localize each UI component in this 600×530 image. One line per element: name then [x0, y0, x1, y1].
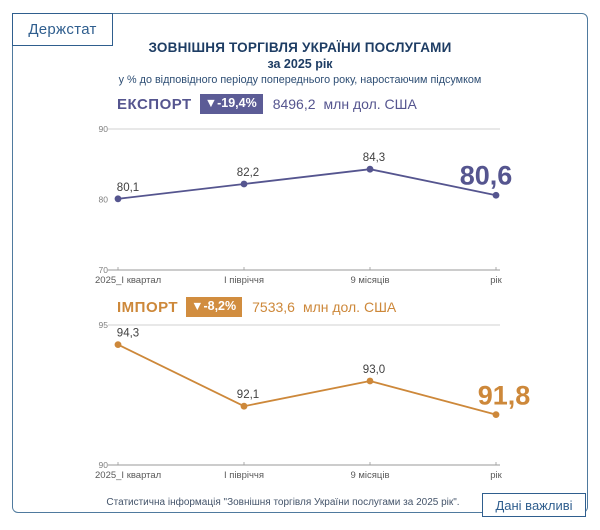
title-block: ЗОВНІШНЯ ТОРГІВЛЯ УКРАЇНИ ПОСЛУГАМИ за 2…: [0, 40, 600, 86]
svg-text:92,1: 92,1: [237, 389, 259, 401]
export-unit: млн дол. США: [323, 96, 417, 112]
import-unit: млн дол. США: [302, 299, 397, 315]
data-matters-box: Дані важливі: [482, 493, 586, 517]
logo-box: Держстат: [12, 13, 113, 46]
svg-text:94,3: 94,3: [117, 328, 139, 340]
svg-text:рік: рік: [490, 275, 502, 286]
svg-text:70: 70: [99, 265, 109, 275]
import-header-row: ІМПОРТ ▼-8,2% 7533,6 млн дол. США: [117, 296, 396, 318]
svg-text:І півріччя: І півріччя: [224, 470, 264, 481]
svg-text:80,1: 80,1: [117, 182, 139, 194]
page-title: ЗОВНІШНЯ ТОРГІВЛЯ УКРАЇНИ ПОСЛУГАМИ: [148, 40, 452, 55]
export-label: ЕКСПОРТ: [117, 95, 192, 113]
svg-text:І півріччя: І півріччя: [224, 275, 264, 286]
import-change-badge: ▼-8,2%: [186, 297, 243, 317]
data-matters-text: Дані важливі: [495, 497, 573, 513]
svg-text:82,2: 82,2: [237, 167, 259, 179]
page-subtitle: за 2025 рік: [267, 57, 333, 71]
export-header-row: ЕКСПОРТ ▼-19,4% 8496,2 млн дол. США: [117, 93, 417, 115]
outer-frame: [12, 13, 588, 513]
import-label: ІМПОРТ: [117, 298, 179, 316]
svg-text:9 місяців: 9 місяців: [350, 470, 389, 481]
source-note: Статистична інформація "Зовнішня торгівл…: [106, 497, 460, 508]
svg-text:2025_І квартал: 2025_І квартал: [95, 275, 161, 286]
svg-text:2025_І квартал: 2025_І квартал: [95, 470, 161, 481]
svg-text:80,6: 80,6: [460, 160, 513, 190]
svg-text:рік: рік: [490, 470, 502, 481]
svg-text:91,8: 91,8: [478, 381, 531, 411]
export-change-badge: ▼-19,4%: [199, 94, 263, 114]
svg-text:90: 90: [99, 124, 109, 134]
svg-text:95: 95: [99, 320, 109, 330]
svg-text:93,0: 93,0: [363, 364, 385, 376]
logo-text: Держстат: [28, 21, 97, 38]
svg-text:84,3: 84,3: [363, 152, 385, 164]
import-value: 7533,6: [252, 299, 295, 315]
svg-text:80: 80: [99, 195, 109, 205]
svg-text:9 місяців: 9 місяців: [350, 275, 389, 286]
svg-text:90: 90: [99, 460, 109, 470]
export-value: 8496,2: [272, 96, 316, 112]
page-note: у % до відповідного періоду попереднього…: [118, 74, 482, 86]
